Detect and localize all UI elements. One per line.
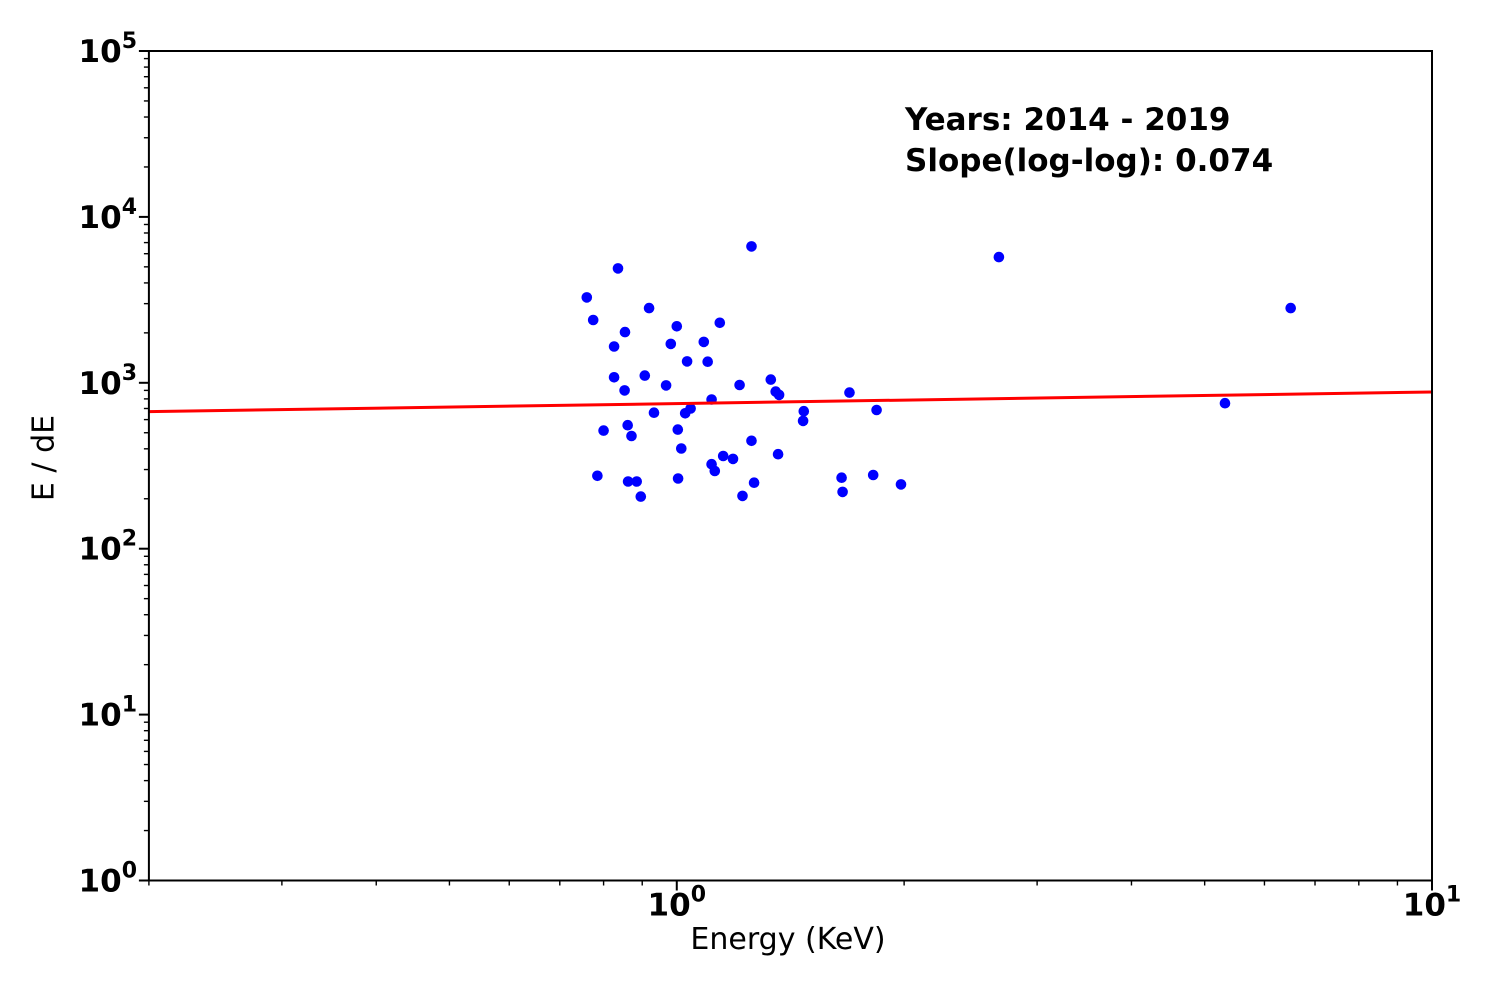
x-axis-label: Energy (KeV)	[690, 922, 886, 957]
data-point	[746, 435, 757, 447]
data-point	[676, 443, 687, 454]
data-point	[648, 407, 660, 419]
data-point	[714, 317, 726, 329]
data-point	[895, 479, 907, 490]
data-point	[660, 380, 672, 391]
data-point	[672, 424, 684, 435]
scatter-points	[581, 241, 1296, 502]
data-point	[773, 389, 785, 401]
y-tick-label: 100	[79, 859, 137, 900]
data-point	[671, 321, 683, 332]
y-axis-label: E / dE	[26, 414, 62, 502]
data-point	[581, 292, 593, 303]
data-point	[665, 338, 677, 350]
data-point	[587, 314, 599, 326]
axes-frame	[147, 50, 1433, 882]
data-point	[797, 415, 809, 427]
data-point	[867, 469, 879, 481]
annotation-years: Years: 2014 - 2019	[905, 102, 1231, 138]
data-point	[608, 372, 620, 383]
data-point	[631, 476, 642, 487]
data-point	[717, 450, 729, 462]
annotation-block: Years: 2014 - 2019 Slope(log-log): 0.074	[905, 100, 1273, 182]
fit-line	[148, 390, 1433, 414]
data-point	[702, 356, 713, 368]
data-point	[626, 430, 637, 442]
data-point	[1285, 302, 1296, 314]
data-point	[836, 472, 847, 484]
data-point	[765, 374, 777, 385]
data-point	[798, 405, 810, 417]
y-tick-label: 102	[79, 527, 137, 568]
data-point	[592, 470, 603, 482]
data-point	[622, 476, 634, 487]
data-point	[871, 404, 882, 416]
data-point	[643, 302, 655, 314]
data-point	[1219, 397, 1231, 409]
major-ticks: 100 101 100 101 102 103 104 105	[79, 29, 1462, 924]
data-point	[709, 465, 721, 477]
data-point	[772, 448, 784, 460]
data-point	[737, 490, 748, 502]
data-point	[727, 453, 739, 465]
data-point	[635, 491, 647, 502]
annotation-slope: Slope(log-log): 0.074	[905, 143, 1274, 179]
data-point	[681, 356, 693, 367]
y-tick-label: 105	[79, 29, 137, 70]
y-tick-label: 103	[79, 361, 137, 402]
data-point	[837, 486, 848, 498]
minor-ticks	[143, 57, 1399, 886]
data-point	[619, 326, 631, 338]
data-point	[685, 403, 696, 414]
x-tick-label: 100	[648, 883, 706, 924]
y-tick-label: 104	[79, 195, 137, 236]
data-point	[698, 336, 710, 348]
data-point	[844, 387, 855, 398]
data-point	[622, 419, 633, 431]
y-tick-label: 101	[79, 693, 137, 734]
data-point	[639, 370, 651, 381]
data-point	[993, 251, 1005, 263]
data-point	[748, 477, 760, 489]
data-point	[598, 425, 609, 436]
data-point	[619, 385, 630, 396]
data-point	[612, 263, 624, 274]
data-point	[734, 379, 745, 391]
data-point	[608, 341, 620, 352]
x-tick-label: 101	[1403, 883, 1461, 924]
data-point	[746, 241, 757, 252]
data-point	[672, 473, 684, 484]
